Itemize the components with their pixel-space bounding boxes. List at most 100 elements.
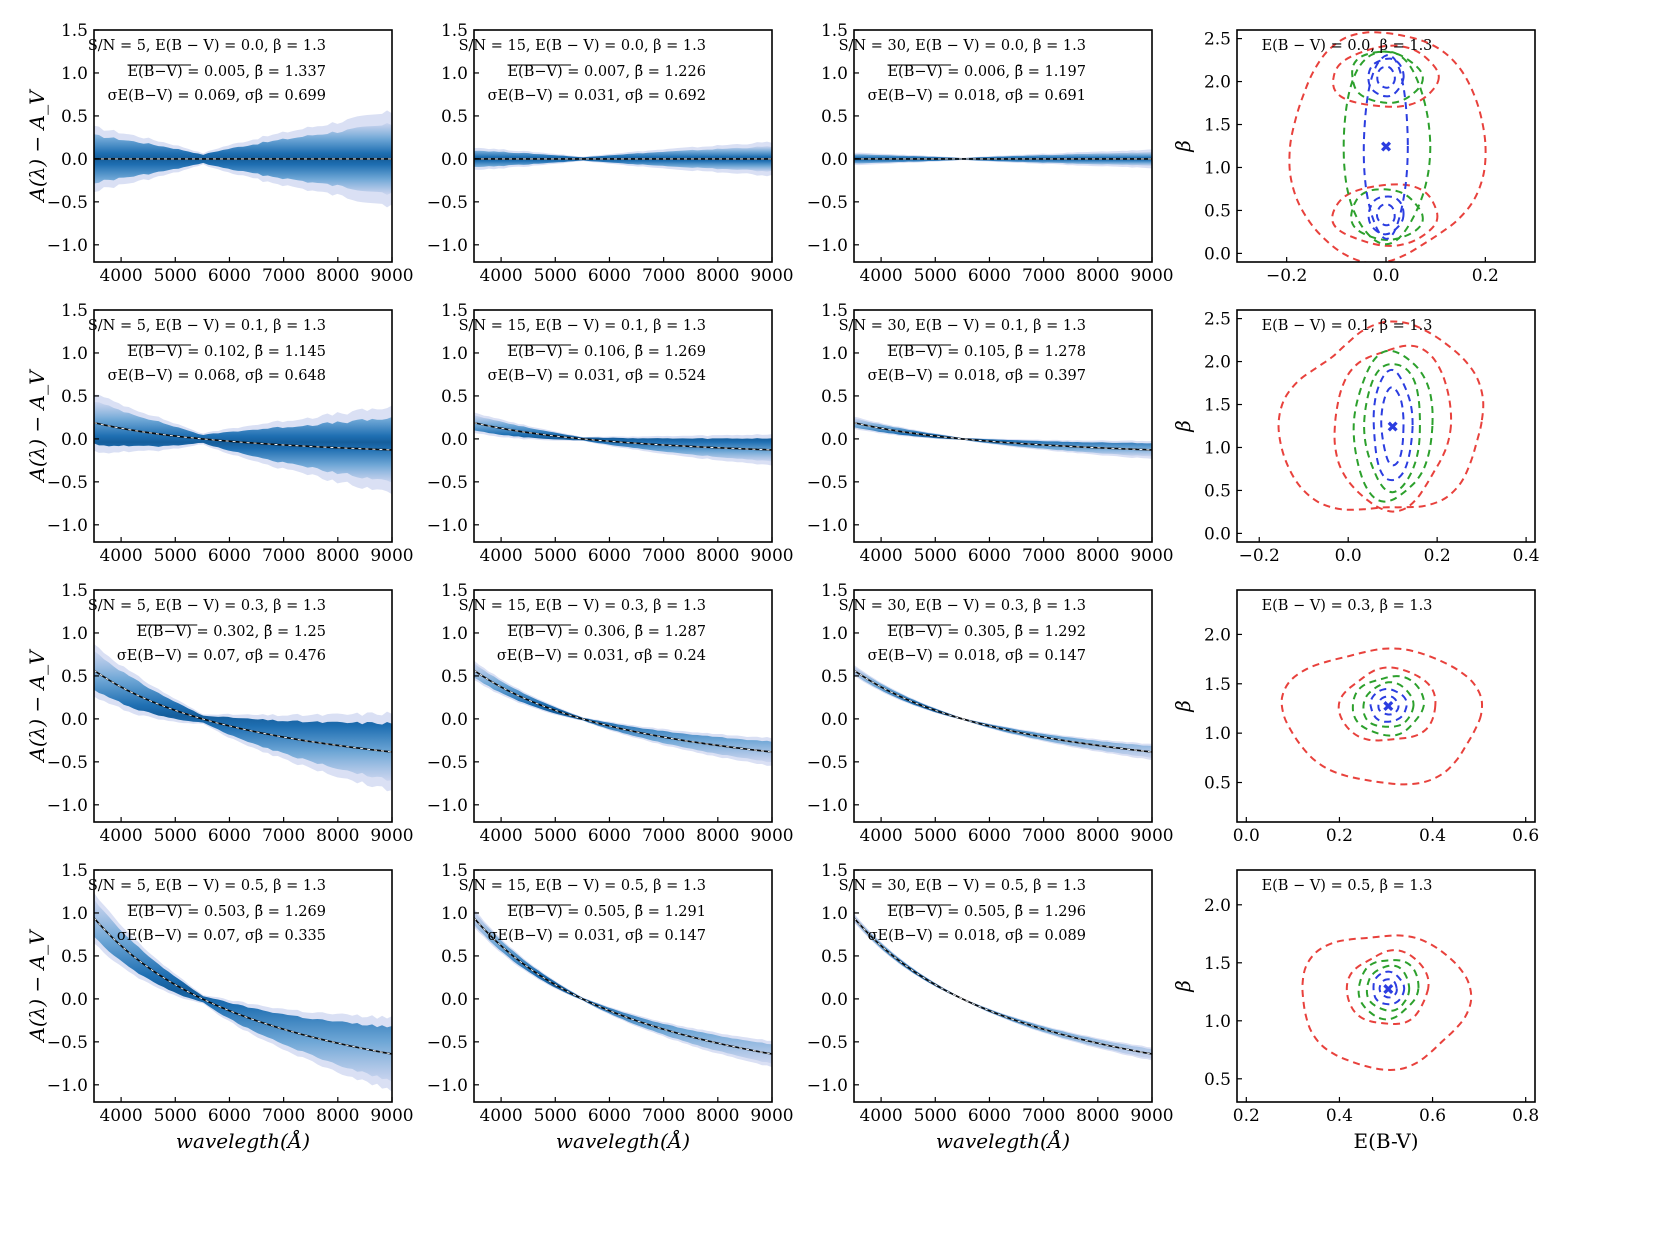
x-tick-label: 4000 — [479, 266, 522, 286]
x-tick-label: 5000 — [154, 826, 197, 846]
annotation-mean: E(B−V) = 0.305, β̄ = 1.292 — [887, 624, 1086, 640]
panel-r1-c2: 4000 5000 6000 7000 8000 9000 1.5 1.0 0.5 0.0 −0.5… — [807, 301, 1174, 566]
contour-area: ✖ — [1288, 31, 1487, 262]
y-tick-label: 0.0 — [441, 430, 468, 450]
panel-r0-c0: 4000 5000 6000 7000 8000 9000 1.5 1.0 0.5 0.0 −0.5… — [25, 21, 414, 286]
annotation-sigma: σE(B−V) = 0.031, σβ = 0.524 — [488, 368, 706, 384]
median-curve — [854, 669, 1152, 753]
y-tick-label: 1.5 — [61, 301, 88, 321]
y-tick-label: 0.0 — [1204, 244, 1231, 264]
annotation-sigma: σE(B−V) = 0.031, σβ = 0.24 — [497, 648, 706, 664]
axes-frame — [853, 869, 1153, 1103]
y-axis-label: β — [1171, 980, 1195, 993]
x-tick-label: 5000 — [154, 1106, 197, 1126]
y-tick-label: 1.5 — [821, 301, 848, 321]
annotation-mean: E(B−V) = 0.503, β̄ = 1.269 — [127, 904, 326, 920]
contour-green-outer — [1352, 349, 1434, 503]
plot-area — [94, 892, 392, 1092]
annotation-sigma: σE(B−V) = 0.018, σβ = 0.691 — [868, 88, 1086, 104]
median-curve — [474, 917, 772, 1055]
x-tick-label: 7000 — [1022, 826, 1065, 846]
true-value-marker: ✖ — [1380, 138, 1393, 156]
y-axis-label: A(λ) − A_V — [25, 648, 49, 764]
x-tick-label: 7000 — [262, 1106, 305, 1126]
panel-r3-c2: 4000 5000 6000 7000 8000 9000 1.5 1.0 0.5 0.0 −0.5… — [807, 861, 1174, 1153]
contour-blue — [1377, 695, 1400, 716]
x-tick-label: 8000 — [316, 266, 359, 286]
x-axis-label: wavelegth(Å) — [936, 1128, 1070, 1153]
contour-green — [1363, 363, 1421, 494]
y-tick-label: 0.5 — [1204, 201, 1231, 221]
annotation-truth: S/N = 5, E(B − V) = 0.0, β = 1.3 — [88, 38, 326, 54]
x-tick-label: 8000 — [696, 546, 739, 566]
axes-frame — [853, 29, 1153, 263]
x-tick-label: 6000 — [208, 546, 251, 566]
panel-r1-c1: 4000 5000 6000 7000 8000 9000 1.5 1.0 0.5 0.0 −0.5… — [427, 301, 794, 566]
y-tick-label: −0.5 — [427, 1033, 468, 1053]
true-value-marker: ✖ — [1386, 418, 1399, 436]
y-tick-label: 0.5 — [441, 107, 468, 127]
x-tick-label: 0.6 — [1512, 826, 1539, 846]
x-tick-label: 9000 — [370, 546, 413, 566]
x-tick-label: 7000 — [642, 266, 685, 286]
y-tick-label: 0.5 — [441, 947, 468, 967]
histogram-band — [854, 914, 1152, 1059]
plot-area — [854, 416, 1152, 459]
contour-red-outer — [1301, 934, 1473, 1071]
y-tick-label: −1.0 — [807, 1076, 848, 1096]
annotation-sigma: σE(B−V) = 0.018, σβ = 0.147 — [868, 648, 1086, 664]
y-axis-label: A(λ) − A_V — [25, 928, 49, 1044]
x-tick-label: 5000 — [914, 1106, 957, 1126]
annotation-truth: S/N = 15, E(B − V) = 0.5, β = 1.3 — [459, 878, 706, 894]
panel-r1-c0: 4000 5000 6000 7000 8000 9000 1.5 1.0 0.5 0.0 −0.5… — [25, 301, 414, 566]
y-tick-label: 1.5 — [821, 861, 848, 881]
annotation-truth: S/N = 15, E(B − V) = 0.0, β = 1.3 — [459, 38, 706, 54]
y-tick-label: 0.5 — [61, 387, 88, 407]
y-tick-label: −1.0 — [427, 1076, 468, 1096]
x-tick-label: 4000 — [859, 826, 902, 846]
annotation-sigma: σE(B−V) = 0.069, σβ = 0.699 — [108, 88, 326, 104]
contour-green-outer — [1351, 675, 1425, 737]
y-tick-label: −1.0 — [807, 796, 848, 816]
y-axis-label: A(λ) − A_V — [25, 368, 49, 484]
x-tick-label: 0.2 — [1326, 826, 1353, 846]
annotation-sigma: σE(B−V) = 0.031, σβ = 0.147 — [488, 928, 706, 944]
annotation-truth: S/N = 30, E(B − V) = 0.0, β = 1.3 — [839, 38, 1086, 54]
y-tick-label: 1.0 — [61, 904, 88, 924]
y-tick-label: 1.0 — [821, 904, 848, 924]
contour-red-outer — [1288, 31, 1487, 262]
y-tick-label: 2.0 — [1204, 353, 1231, 373]
x-tick-label: 0.0 — [1372, 266, 1399, 286]
annotation-mean: E(B−V) = 0.505, β̄ = 1.296 — [887, 904, 1086, 920]
x-tick-label: 5000 — [154, 266, 197, 286]
y-tick-label: 1.5 — [61, 861, 88, 881]
x-axis-label: wavelegth(Å) — [556, 1128, 690, 1153]
contour-blue-outer — [1372, 970, 1406, 1006]
x-tick-label: −0.2 — [1266, 266, 1307, 286]
axes-frame — [93, 869, 393, 1103]
y-tick-label: 1.5 — [441, 301, 468, 321]
contour-blue — [1367, 195, 1405, 236]
y-tick-label: 0.5 — [61, 947, 88, 967]
panel-r2-c0: 4000 5000 6000 7000 8000 9000 1.5 1.0 0.5 0.0 −0.5… — [25, 581, 414, 846]
panel-r2-c2: 4000 5000 6000 7000 8000 9000 1.5 1.0 0.5 0.0 −0.5… — [807, 581, 1174, 846]
x-tick-label: 4000 — [99, 266, 142, 286]
x-tick-label: 8000 — [696, 266, 739, 286]
axes-frame — [1236, 589, 1536, 823]
y-tick-label: 0.0 — [61, 990, 88, 1010]
contour-blue-core — [1376, 65, 1396, 89]
y-tick-label: 0.5 — [821, 107, 848, 127]
x-tick-label: 8000 — [696, 826, 739, 846]
x-tick-label: 9000 — [370, 826, 413, 846]
annotation-truth: S/N = 30, E(B − V) = 0.1, β = 1.3 — [839, 318, 1086, 334]
x-tick-label: 6000 — [588, 1106, 631, 1126]
x-tick-label: 8000 — [1076, 826, 1119, 846]
contour-blue — [1367, 57, 1405, 98]
annotation-truth: S/N = 5, E(B − V) = 0.5, β = 1.3 — [88, 878, 326, 894]
y-tick-label: 1.5 — [61, 21, 88, 41]
histogram-band — [854, 666, 1152, 759]
axes-frame — [853, 589, 1153, 823]
plot-area — [854, 913, 1152, 1061]
plot-area — [94, 394, 392, 495]
annotation-sigma: σE(B−V) = 0.07, σβ = 0.476 — [117, 648, 326, 664]
